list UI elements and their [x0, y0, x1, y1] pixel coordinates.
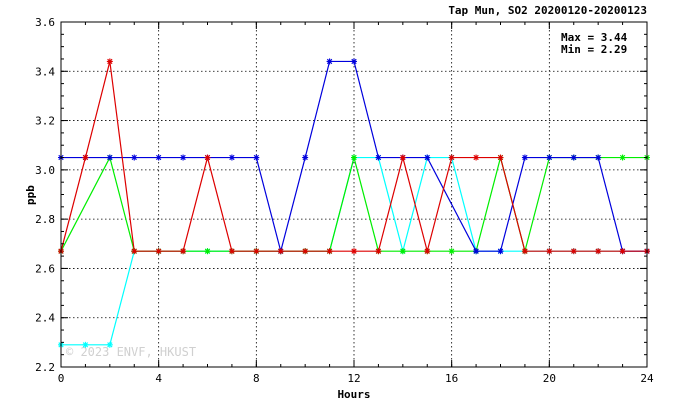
- data-point: [546, 248, 553, 255]
- data-point: [131, 248, 138, 255]
- y-tick-label: 3.6: [35, 16, 55, 29]
- data-point: [595, 154, 602, 161]
- y-tick-label: 2.8: [35, 213, 55, 226]
- x-tick-label: 16: [445, 372, 458, 385]
- y-axis-label: ppb: [24, 185, 37, 205]
- data-point: [277, 248, 284, 255]
- data-point: [521, 248, 528, 255]
- y-tick-label: 2.2: [35, 361, 55, 374]
- data-point: [351, 154, 357, 161]
- series-layer: [58, 58, 650, 348]
- data-point: [106, 341, 113, 348]
- data-point: [253, 248, 260, 255]
- watermark: © 2023 ENVF, HKUST: [66, 345, 196, 359]
- y-tick-label: 3.2: [35, 115, 55, 128]
- y-tick-label: 3.4: [35, 65, 55, 78]
- data-point: [228, 248, 235, 255]
- tick-marks: [60, 21, 648, 368]
- data-point: [546, 154, 553, 161]
- data-point: [253, 154, 260, 161]
- data-point: [351, 248, 357, 255]
- data-point: [595, 248, 602, 255]
- x-tick-label: 4: [155, 372, 162, 385]
- x-tick-label: 20: [543, 372, 556, 385]
- series-4: [58, 58, 650, 255]
- grid-lines: [61, 22, 647, 367]
- data-point: [326, 58, 333, 65]
- data-point: [204, 154, 211, 161]
- series-line: [60, 155, 647, 254]
- x-tick-label: 0: [58, 372, 65, 385]
- watermark-layer: © 2023 ENVF, HKUST: [66, 345, 196, 359]
- x-tick-label: 12: [347, 372, 360, 385]
- data-point: [497, 154, 504, 161]
- data-point: [473, 154, 480, 161]
- data-point: [204, 248, 211, 255]
- data-point: [155, 154, 162, 161]
- data-point: [228, 154, 235, 161]
- data-point: [424, 154, 431, 161]
- data-point: [106, 154, 113, 161]
- data-point: [180, 154, 187, 161]
- data-point: [448, 248, 455, 255]
- data-point: [375, 248, 382, 255]
- data-point: [82, 154, 89, 161]
- data-point: [570, 248, 577, 255]
- max-label: Max = 3.44: [561, 31, 628, 44]
- data-point: [473, 248, 480, 255]
- tick-labels: 0 4 8 12 16 20 24 2.2 2.4 2.6 2.8 3.0 3.2 3.4 3.6: [35, 16, 654, 385]
- data-point: [570, 154, 577, 161]
- series-line: [61, 60, 647, 254]
- data-point: [619, 248, 626, 255]
- x-axis-label: Hours: [337, 388, 370, 401]
- y-tick-label: 3.0: [35, 164, 55, 177]
- data-point: [521, 154, 528, 161]
- y-tick-label: 2.4: [35, 312, 55, 325]
- data-point: [619, 154, 626, 161]
- y-tick-label: 2.6: [35, 262, 55, 275]
- data-point: [82, 341, 89, 348]
- data-point: [180, 248, 187, 255]
- data-point: [448, 154, 455, 161]
- min-label: Min = 2.29: [561, 43, 627, 56]
- data-point: [302, 154, 309, 161]
- data-point: [399, 154, 406, 161]
- data-point: [424, 248, 431, 255]
- chart-title: Tap Mun, SO2 20200120-20200123: [448, 4, 647, 17]
- data-point: [302, 248, 309, 255]
- x-tick-label: 24: [640, 372, 654, 385]
- data-point: [155, 248, 162, 255]
- data-point: [497, 248, 504, 255]
- data-point: [326, 248, 333, 255]
- data-point: [399, 248, 406, 255]
- data-point: [131, 154, 138, 161]
- data-point: [351, 58, 357, 65]
- data-point: [375, 154, 382, 161]
- data-point: [106, 58, 113, 65]
- x-tick-label: 8: [253, 372, 260, 385]
